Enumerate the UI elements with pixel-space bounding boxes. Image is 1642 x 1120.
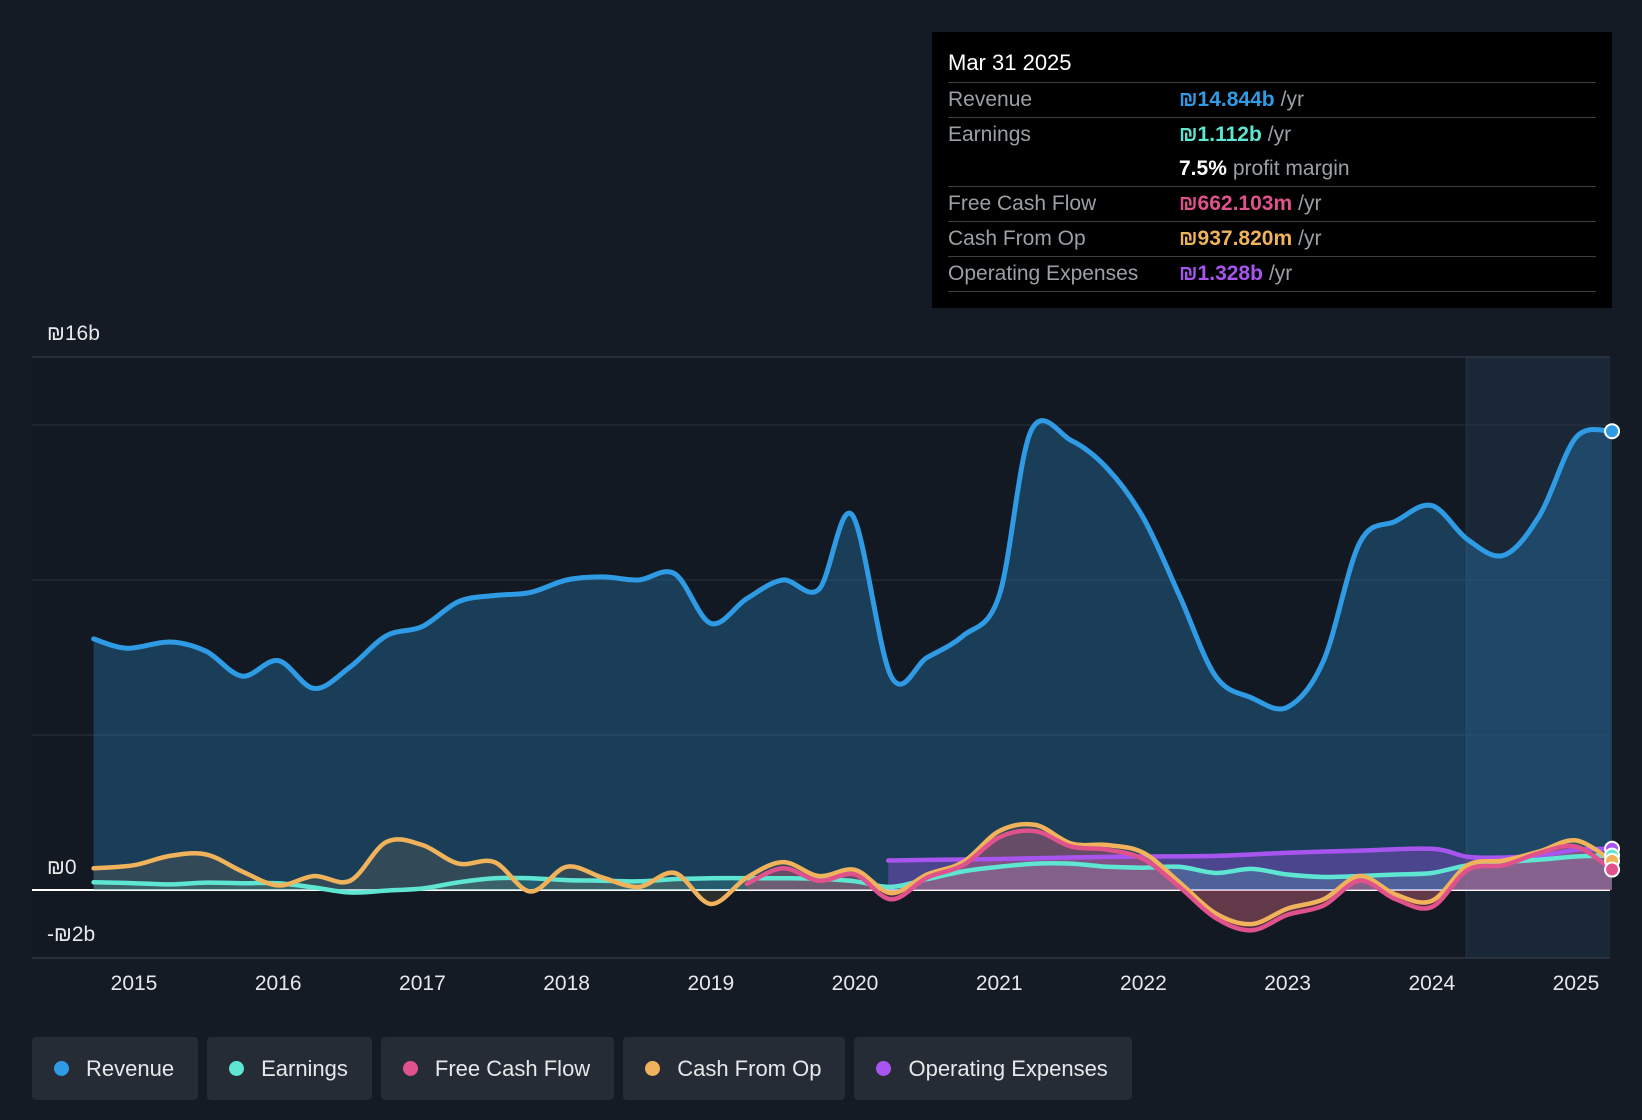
legend-dot-icon bbox=[876, 1061, 892, 1076]
line-revenue bbox=[91, 418, 1615, 712]
series-endpoints bbox=[1604, 423, 1621, 878]
y-tick-label: ₪0 bbox=[47, 856, 77, 879]
tooltip-row: 7.5% profit margin bbox=[948, 152, 1596, 187]
legend-label: Earnings bbox=[261, 1055, 348, 1081]
tooltip-row: Earnings ₪1.112b/yr bbox=[948, 118, 1596, 152]
tooltip-label: Cash From Op bbox=[948, 227, 1086, 250]
tooltip-label bbox=[948, 152, 1179, 186]
x-tick-label: 2021 bbox=[976, 972, 1023, 995]
x-tick-label: 2018 bbox=[543, 972, 590, 995]
x-tick-label: 2020 bbox=[832, 972, 879, 995]
area-revenue bbox=[93, 420, 1613, 890]
endpoint-free-cash-flow bbox=[1604, 861, 1621, 878]
plot-background bbox=[32, 357, 1466, 958]
tooltip-value: ₪14.844b bbox=[1179, 88, 1275, 111]
x-tick-label: 2022 bbox=[1120, 972, 1167, 995]
legend-dot-icon bbox=[402, 1061, 418, 1076]
y-axis-labels: ₪16b ₪0 -₪2b bbox=[47, 322, 100, 946]
x-tick-label: 2025 bbox=[1553, 972, 1600, 995]
tooltip-value: 7.5% bbox=[1179, 157, 1227, 180]
tooltip-row: Free Cash Flow ₪662.103m/yr bbox=[948, 187, 1596, 222]
x-tick-label: 2019 bbox=[687, 972, 734, 995]
legend-dot-icon bbox=[645, 1061, 661, 1076]
tooltip-unit: /yr bbox=[1298, 192, 1322, 215]
legend-item-earnings[interactable]: Earnings bbox=[207, 1037, 372, 1100]
series-lines bbox=[91, 418, 1615, 933]
legend-label: Cash From Op bbox=[677, 1055, 822, 1081]
legend-item-operating-expenses[interactable]: Operating Expenses bbox=[854, 1037, 1132, 1100]
legend: Revenue Earnings Free Cash Flow Cash From O… bbox=[32, 1037, 1132, 1100]
line-free-cash-flow bbox=[744, 828, 1615, 933]
tooltip-unit: profit margin bbox=[1232, 157, 1350, 180]
x-tick-label: 2015 bbox=[111, 972, 158, 995]
tooltip-label: Free Cash Flow bbox=[948, 192, 1097, 215]
legend-dot-icon bbox=[229, 1061, 245, 1076]
tooltip-unit: /yr bbox=[1280, 88, 1304, 111]
x-tick-label: 2016 bbox=[255, 972, 302, 995]
tooltip-row: Operating Expenses ₪1.328b/yr bbox=[948, 257, 1596, 292]
x-tick-label: 2024 bbox=[1408, 972, 1455, 995]
tooltip-label: Earnings bbox=[948, 123, 1031, 146]
tooltip-unit: /yr bbox=[1268, 262, 1293, 285]
y-tick-label: -₪2b bbox=[47, 923, 95, 946]
legend-label: Revenue bbox=[86, 1055, 175, 1081]
legend-dot-icon bbox=[54, 1061, 69, 1076]
tooltip-value: ₪662.103m bbox=[1179, 192, 1293, 215]
tooltip-row: Cash From Op ₪937.820m/yr bbox=[948, 222, 1596, 257]
area-earnings bbox=[93, 855, 1613, 893]
tooltip-row: Revenue ₪14.844b/yr bbox=[948, 83, 1596, 118]
tooltip-value: ₪937.820m bbox=[1179, 227, 1293, 250]
tooltip: Mar 31 2025 Revenue ₪14.844b/yr Earnings ₪1… bbox=[932, 32, 1612, 308]
tooltip-value: ₪1.112b bbox=[1179, 123, 1262, 146]
tooltip-unit: /yr bbox=[1267, 123, 1292, 146]
legend-item-cash-from-op[interactable]: Cash From Op bbox=[623, 1037, 846, 1100]
legend-label: Operating Expenses bbox=[908, 1055, 1108, 1081]
endpoint-revenue bbox=[1604, 423, 1621, 440]
tooltip-value: ₪1.328b bbox=[1179, 262, 1263, 285]
tooltip-unit: /yr bbox=[1298, 227, 1322, 250]
tooltip-rows: Revenue ₪14.844b/yr Earnings ₪1.112b/yr 7.5%… bbox=[948, 83, 1596, 292]
x-axis-labels: 2015 2016 2017 2018 2019 2020 2021 2022 2023 2024… bbox=[111, 972, 1600, 995]
x-tick-label: 2023 bbox=[1264, 972, 1311, 995]
x-tick-label: 2017 bbox=[399, 972, 446, 995]
tooltip-label: Revenue bbox=[948, 88, 1033, 111]
legend-item-revenue[interactable]: Revenue bbox=[32, 1037, 199, 1100]
line-cash-from-op bbox=[91, 821, 1615, 927]
tooltip-date: Mar 31 2025 bbox=[948, 46, 1596, 83]
legend-label: Free Cash Flow bbox=[434, 1055, 591, 1081]
y-tick-label: ₪16b bbox=[47, 322, 100, 345]
tooltip-label: Operating Expenses bbox=[948, 262, 1139, 285]
legend-item-free-cash-flow[interactable]: Free Cash Flow bbox=[380, 1037, 615, 1100]
